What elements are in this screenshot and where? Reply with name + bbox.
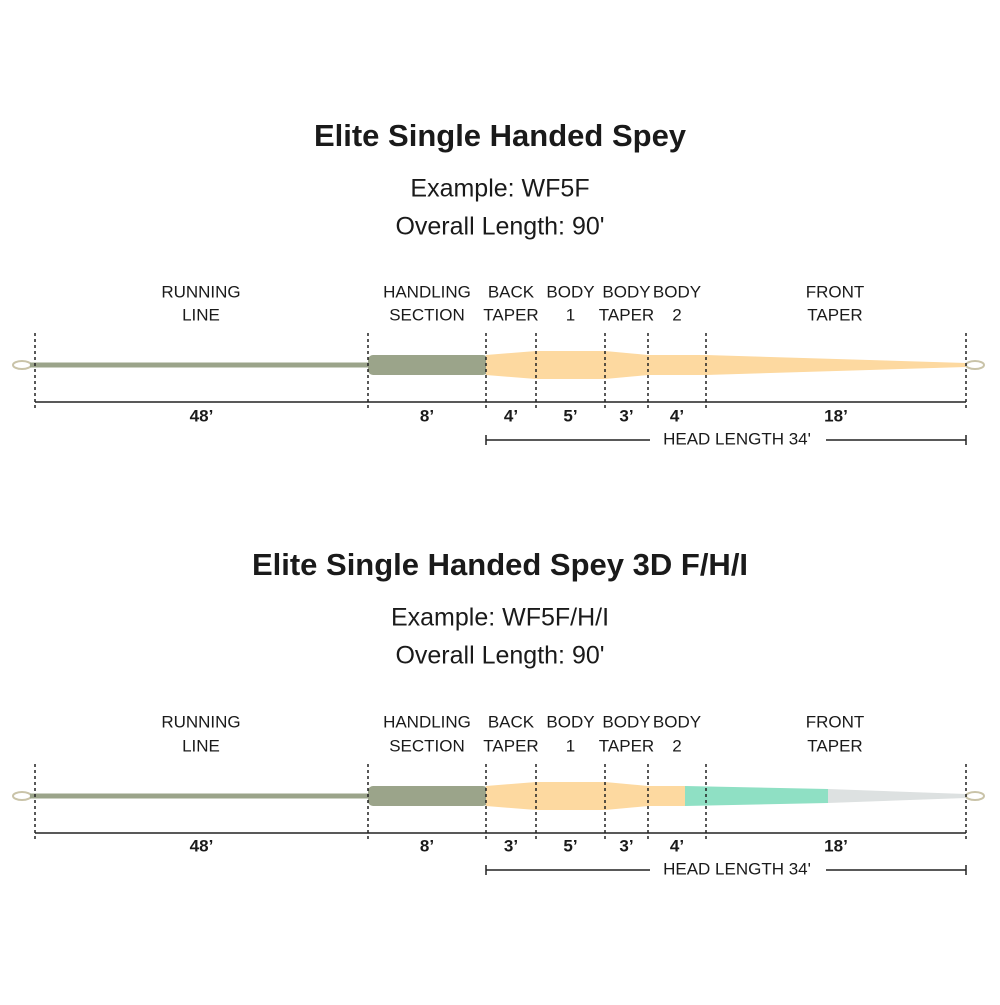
segment-label: BACK [488,712,535,731]
segment-label: BACK [488,282,535,301]
segment-label: 2 [672,305,681,324]
head-taper [486,351,966,379]
loop [12,360,32,370]
segment-length: 8’ [420,836,434,855]
segment-label: BODY [602,712,650,731]
loop [965,791,985,801]
segment-label: BODY [653,282,701,301]
segment-label: 1 [566,305,575,324]
segment-label: SECTION [389,736,465,755]
overall-length: Overall Length: 90' [395,642,604,670]
segment-label: SECTION [389,305,465,324]
segment-length: 5’ [563,406,577,425]
segment-label: 1 [566,736,575,755]
segment-label: HANDLING [383,712,471,731]
segment-length: 8’ [420,406,434,425]
segment-length: 3’ [504,836,518,855]
loop [12,791,32,801]
running-line [30,793,370,799]
segment-label: FRONT [806,712,865,731]
segment-length: 48’ [190,836,214,855]
segment-label: RUNNING [161,712,240,731]
segment-label: TAPER [483,305,538,324]
example: Example: WF5F/H/I [391,604,609,632]
segment-length: 18’ [824,406,848,425]
panel-title: Elite Single Handed Spey 3D F/H/I [252,547,748,582]
fly-line-panel: Elite Single Handed Spey 3D F/H/I Example… [12,547,985,878]
handling-section [368,355,488,375]
intermediate-section [685,786,828,806]
segment-length: 48’ [190,406,214,425]
segment-label: LINE [182,736,220,755]
segment-label: TAPER [807,736,862,755]
segment-length: 18’ [824,836,848,855]
handling-section [368,786,488,806]
segment-length: 3’ [619,406,633,425]
segment-length: 3’ [619,836,633,855]
segment-length: 4’ [670,406,684,425]
segment-label: 2 [672,736,681,755]
head-taper [486,782,686,810]
segment-label: TAPER [807,305,862,324]
segment-label: BODY [653,712,701,731]
segment-length: 4’ [504,406,518,425]
segment-length: 5’ [563,836,577,855]
segment-label: TAPER [483,736,538,755]
segment-label: TAPER [599,305,654,324]
segment-label: BODY [546,282,594,301]
fly-line-panel: Elite Single Handed Spey Example: WF5F Ove… [12,118,985,448]
running-line [30,362,370,368]
overall-length: Overall Length: 90' [395,213,604,241]
segment-label: HANDLING [383,282,471,301]
segment-label: FRONT [806,282,865,301]
segment-label: LINE [182,305,220,324]
example: Example: WF5F [410,175,589,203]
loop [965,360,985,370]
segment-label: BODY [546,712,594,731]
segment-label: RUNNING [161,282,240,301]
head-length: HEAD LENGTH 34' [663,859,811,878]
panel-title: Elite Single Handed Spey [314,118,687,153]
segment-label: BODY [602,282,650,301]
segment-length: 4’ [670,836,684,855]
head-length: HEAD LENGTH 34' [663,429,811,448]
segment-label: TAPER [599,736,654,755]
clear-tip [828,789,966,803]
